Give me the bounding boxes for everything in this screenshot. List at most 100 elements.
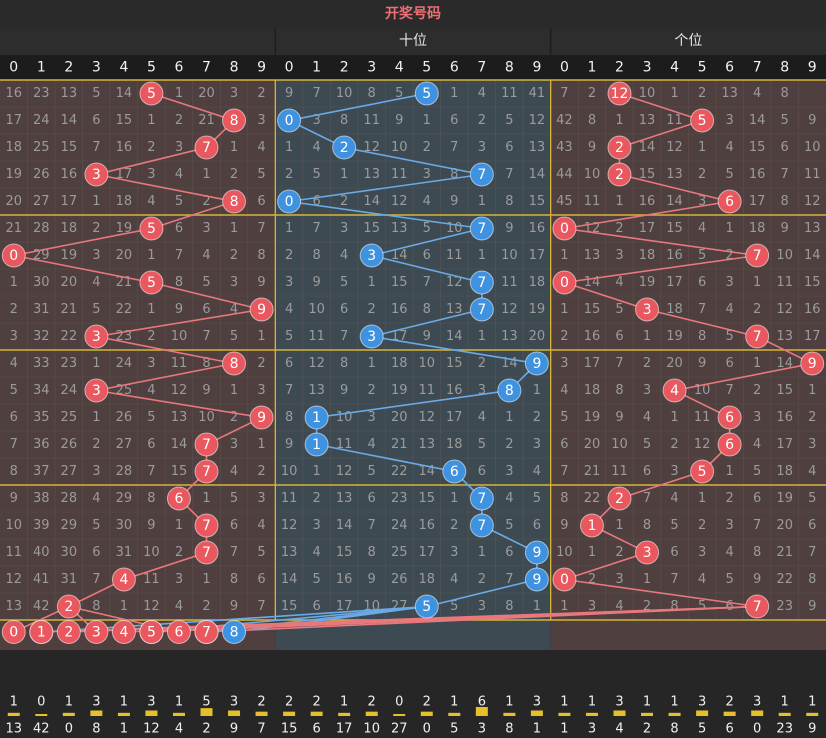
cell-value: 2	[10, 302, 18, 317]
cell-value: 9	[698, 356, 706, 371]
cell-value: 1	[368, 356, 376, 371]
cell-value: 2	[725, 491, 733, 506]
cell-value: 29	[33, 248, 50, 263]
cell-value: 15	[776, 383, 793, 398]
ball-label: 5	[147, 275, 156, 291]
stat-top-value: 3	[698, 695, 706, 710]
cell-value: 14	[418, 464, 435, 479]
cell-value: 5	[808, 491, 816, 506]
cell-value: 3	[340, 221, 348, 236]
cell-value: 1	[92, 194, 100, 209]
cell-value: 3	[478, 383, 486, 398]
cell-value: 8	[505, 599, 513, 614]
cell-value: 8	[560, 491, 568, 506]
ball	[607, 81, 632, 106]
stat-bar	[172, 712, 185, 716]
extra-ball-label: 8	[230, 625, 239, 641]
stat-top-value: 0	[395, 695, 403, 710]
cell-value: 8	[450, 167, 458, 182]
cell-value: 7	[781, 167, 789, 182]
stat-bottom-value: 5	[450, 722, 458, 737]
cell-value: 14	[804, 248, 821, 263]
cell-value: 4	[257, 140, 265, 155]
ball-label: 6	[725, 194, 734, 210]
ball-label: 7	[202, 545, 211, 561]
cell-value: 2	[147, 140, 155, 155]
cell-value: 5	[202, 275, 210, 290]
ball	[524, 567, 549, 592]
extra-ball	[1, 620, 26, 644]
cell-value: 6	[423, 248, 431, 263]
ball	[56, 594, 81, 619]
cell-value: 1	[175, 86, 183, 101]
cell-value: 10	[308, 302, 325, 317]
cell-value: 4	[230, 464, 238, 479]
stat-bottom-value: 4	[175, 722, 183, 737]
cell-value: 8	[368, 86, 376, 101]
stat-top-value: 3	[147, 695, 155, 710]
cell-value: 5	[230, 491, 238, 506]
cell-value: 3	[312, 518, 320, 533]
cell-value: 1	[505, 410, 513, 425]
ball-label: 2	[340, 140, 349, 156]
cell-value: 18	[749, 221, 766, 236]
cell-value: 3	[615, 248, 623, 263]
cell-value: 4	[505, 491, 513, 506]
digit-header: 5	[147, 60, 156, 76]
cell-value: 9	[340, 383, 348, 398]
cell-value: 9	[588, 140, 596, 155]
cell-value: 1	[312, 464, 320, 479]
cell-value: 1	[147, 248, 155, 263]
cell-value: 7	[147, 464, 155, 479]
cell-value: 1	[725, 464, 733, 479]
cell-value: 1	[560, 248, 568, 263]
cell-value: 6	[753, 491, 761, 506]
cell-value: 7	[615, 356, 623, 371]
extra-ball-label: 5	[147, 625, 156, 641]
cell-value: 2	[698, 518, 706, 533]
cell-value: 6	[92, 113, 100, 128]
digit-header: 3	[367, 60, 376, 76]
cell-value: 1	[643, 572, 651, 587]
ball	[717, 405, 742, 430]
cell-value: 1	[202, 572, 210, 587]
cell-value: 3	[92, 248, 100, 263]
cell-value: 26	[391, 572, 408, 587]
stat-bottom-value: 12	[143, 722, 160, 737]
cell-value: 2	[92, 437, 100, 452]
cell-value: 9	[423, 329, 431, 344]
ball	[139, 216, 164, 241]
cell-value: 3	[643, 383, 651, 398]
cell-value: 12	[804, 194, 821, 209]
digit-header: 1	[588, 60, 597, 76]
cell-value: 16	[336, 572, 353, 587]
cell-value: 2	[725, 248, 733, 263]
cell-value: 14	[529, 167, 546, 182]
digit-header: 4	[670, 60, 679, 76]
cell-value: 1	[340, 167, 348, 182]
cell-value: 10	[5, 518, 22, 533]
cell-value: 21	[5, 221, 22, 236]
cell-value: 26	[33, 167, 50, 182]
cell-value: 1	[478, 329, 486, 344]
cell-value: 20	[198, 86, 215, 101]
cell-value: 28	[61, 491, 78, 506]
cell-value: 16	[391, 302, 408, 317]
cell-value: 18	[116, 194, 133, 209]
cell-value: 6	[230, 518, 238, 533]
cell-value: 3	[698, 545, 706, 560]
cell-value: 2	[753, 302, 761, 317]
cell-value: 24	[61, 383, 78, 398]
cell-value: 8	[753, 545, 761, 560]
extra-ball-label: 4	[119, 625, 128, 641]
ball	[469, 270, 494, 295]
cell-value: 7	[698, 302, 706, 317]
cell-value: 18	[61, 221, 78, 236]
cell-value: 3	[423, 167, 431, 182]
cell-value: 3	[725, 113, 733, 128]
cell-value: 11	[694, 410, 711, 425]
ball	[84, 324, 109, 349]
cell-value: 1	[670, 410, 678, 425]
extra-ball	[139, 620, 164, 644]
ball	[607, 162, 632, 187]
